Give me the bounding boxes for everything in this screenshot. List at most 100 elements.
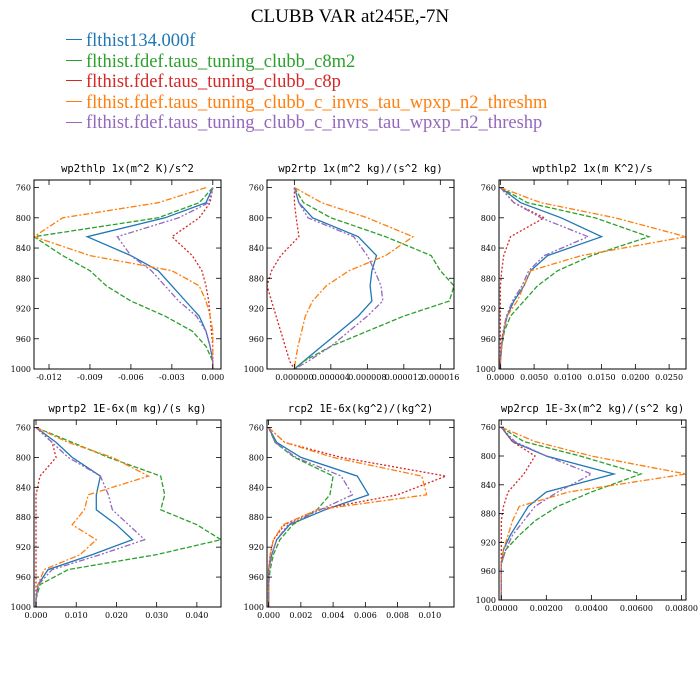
series-line <box>499 187 604 369</box>
series-line <box>267 187 300 369</box>
y-tick-label: 760 <box>481 184 496 193</box>
legend-item: flthist.fdef.taus_tuning_clubb_c_invrs_t… <box>66 93 547 114</box>
x-tick-label: 0.008 <box>386 611 409 620</box>
legend-label: flthist.fdef.taus_tuning_clubb_c8p <box>86 72 341 93</box>
series-group <box>499 186 686 369</box>
y-tick-label: 960 <box>249 335 264 344</box>
x-tick-label: 0.000 <box>25 611 48 620</box>
y-tick-label: 880 <box>16 274 31 283</box>
y-tick-label: 960 <box>16 335 31 344</box>
legend-item: flthist.fdef.taus_tuning_clubb_c_invrs_t… <box>66 113 547 134</box>
panel-title: wp2rcp 1E-3x(m^2 kg)/(s^2 kg) <box>501 403 684 415</box>
y-tick-label: 920 <box>481 305 496 314</box>
y-tick-label: 960 <box>481 335 496 344</box>
legend-item: flthist.fdef.taus_tuning_clubb_c8m2 <box>66 52 547 73</box>
y-tick-label: 760 <box>16 184 31 193</box>
y-tick-label: 760 <box>16 423 31 432</box>
x-tick-label: 0.0100 <box>554 373 582 382</box>
series-line <box>34 187 214 369</box>
y-tick-label: 800 <box>249 214 264 223</box>
series-line <box>293 187 384 369</box>
chart-panel: wp2thlp 1x(m^2 K)/s^2 760 800 840 880 920 960 1… <box>11 163 225 382</box>
series-line <box>499 187 546 369</box>
x-tick-label: 0.000016 <box>421 373 459 382</box>
series-line <box>267 427 370 607</box>
y-tick-label: 800 <box>481 452 496 461</box>
x-tick-label: -0.003 <box>159 373 185 382</box>
chart-panel: wp2rcp 1E-3x(m^2 kg)/(s^2 kg) 760 800 840 88… <box>476 403 698 613</box>
series-group <box>35 426 221 607</box>
legend-label: flthist.fdef.taus_tuning_clubb_c_invrs_t… <box>86 113 543 134</box>
x-tick-label: 0.000000 <box>275 373 313 382</box>
series-line <box>34 186 214 369</box>
series-line <box>293 187 378 369</box>
panel-title: rcp2 1E-6x(kg^2)/(kg^2) <box>288 403 433 415</box>
x-tick-label: 0.000012 <box>385 373 423 382</box>
y-tick-label: 840 <box>249 244 264 253</box>
y-tick-label: 880 <box>249 274 264 283</box>
x-tick-label: 0.010 <box>418 611 441 620</box>
y-tick-label: 880 <box>249 513 264 522</box>
x-tick-label: 0.004 <box>322 611 345 620</box>
panel-frame <box>498 419 687 601</box>
chart-panel: wprtp2 1E-6x(m kg)/(s kg) 760 800 840 880 920… <box>11 403 222 620</box>
y-tick-label: 800 <box>16 214 31 223</box>
x-tick-label: 0.00200 <box>530 604 563 613</box>
x-tick-label: 0.002 <box>289 611 312 620</box>
x-tick-label: 0.040 <box>185 611 208 620</box>
x-tick-label: 0.0250 <box>655 373 683 382</box>
x-tick-label: -0.012 <box>36 373 62 382</box>
y-tick-label: 840 <box>481 244 496 253</box>
series-line <box>267 427 354 607</box>
panel-title: wp2rtp 1x(m^2 kg)/(s^2 kg) <box>278 163 442 175</box>
y-tick-label: 760 <box>249 423 264 432</box>
y-tick-label: 1000 <box>244 603 264 612</box>
legend: flthist134.000f flthist.fdef.taus_tuning… <box>66 31 547 134</box>
panel-title: wpthlp2 1x(m K^2)/s <box>532 163 652 175</box>
y-tick-label: 920 <box>481 538 496 547</box>
legend-swatch <box>66 101 82 103</box>
x-tick-label: 0.00000 <box>485 604 518 613</box>
chart-panel: rcp2 1E-6x(kg^2)/(kg^2) 760 800 840 880 920 96… <box>244 403 455 620</box>
page-title: CLUBB VAR at245E,-7N <box>250 6 450 27</box>
series-line <box>35 426 221 607</box>
series-line <box>499 186 686 369</box>
y-tick-label: 760 <box>481 423 496 432</box>
y-tick-label: 1000 <box>244 365 264 374</box>
legend-label: flthist.fdef.taus_tuning_clubb_c_invrs_t… <box>86 92 548 113</box>
series-line <box>35 426 151 607</box>
x-tick-label: 0.0200 <box>621 373 649 382</box>
series-group <box>34 186 214 369</box>
y-tick-label: 920 <box>16 543 31 552</box>
panel-frame <box>33 179 222 370</box>
series-line <box>35 427 146 607</box>
series-line <box>500 426 593 600</box>
series-line <box>499 187 590 369</box>
y-tick-label: 880 <box>481 510 496 519</box>
y-tick-label: 1000 <box>476 365 496 374</box>
y-tick-label: 840 <box>16 244 31 253</box>
legend-swatch <box>66 80 82 82</box>
x-tick-label: -0.009 <box>77 373 103 382</box>
series-line <box>35 426 134 607</box>
legend-label: flthist134.000f <box>86 31 196 51</box>
chart-panel: wpthlp2 1x(m K^2)/s 760 800 840 880 920 960 100… <box>476 163 687 382</box>
chart-panel: wp2rtp 1x(m^2 kg)/(s^2 kg) 760 800 840 880 92… <box>244 163 460 382</box>
series-line <box>293 187 415 369</box>
y-tick-label: 840 <box>481 481 496 490</box>
y-tick-label: 840 <box>16 483 31 492</box>
y-tick-label: 920 <box>16 305 31 314</box>
x-tick-label: 0.0000 <box>486 373 514 382</box>
panel-frame <box>266 179 455 370</box>
y-tick-label: 960 <box>16 573 31 582</box>
legend-swatch <box>66 59 82 61</box>
x-tick-label: -0.006 <box>118 373 144 382</box>
series-group <box>500 426 686 600</box>
series-group <box>267 187 454 369</box>
y-tick-label: 920 <box>249 543 264 552</box>
x-tick-label: 0.00800 <box>665 604 698 613</box>
x-tick-label: 0.00400 <box>575 604 608 613</box>
y-tick-label: 800 <box>481 214 496 223</box>
y-tick-label: 1000 <box>476 596 496 605</box>
x-tick-label: 0.020 <box>105 611 128 620</box>
